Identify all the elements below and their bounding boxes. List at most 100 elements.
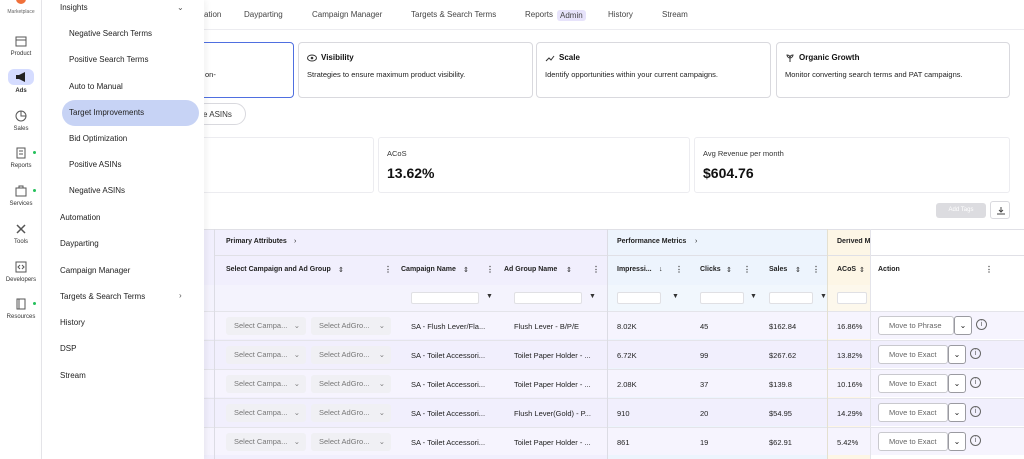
col-header-acos[interactable]: ACoS xyxy=(837,266,857,273)
table-row[interactable]: Select Campa... ⌄ Select AdGro... ⌄ SA - T… xyxy=(204,398,1024,426)
menu-campaign-manager[interactable]: Campaign Manager xyxy=(60,266,131,275)
rail-item-resources[interactable]: Resources xyxy=(0,297,42,331)
action-dropdown-button[interactable]: ⌄ xyxy=(948,432,966,451)
filter-icon[interactable]: ▼ xyxy=(750,293,757,300)
group-derived[interactable]: Derived M xyxy=(827,229,870,255)
nav-reports[interactable]: Reports xyxy=(525,10,554,19)
table-row[interactable]: Select Campa... ⌄ Select AdGro... ⌄ SA - T… xyxy=(204,369,1024,397)
info-icon[interactable]: i xyxy=(976,319,987,330)
select-campaign-dropdown[interactable]: Select Campa... ⌄ xyxy=(226,317,306,335)
filter-sales[interactable] xyxy=(769,292,813,304)
nav-targets[interactable]: Targets & Search Terms xyxy=(411,10,497,19)
menu-dayparting[interactable]: Dayparting xyxy=(60,239,99,248)
action-dropdown-button[interactable]: ⌄ xyxy=(948,403,966,422)
col-header-clicks[interactable]: Clicks xyxy=(700,266,721,273)
sort-icon[interactable]: ⇕ xyxy=(566,267,572,274)
column-menu-icon[interactable]: ⋮ xyxy=(812,265,820,274)
nav-automation[interactable]: ation xyxy=(204,10,222,19)
col-header-sales[interactable]: Sales xyxy=(769,266,788,273)
column-menu-icon[interactable]: ⋮ xyxy=(985,265,993,274)
filter-acos[interactable] xyxy=(837,292,867,304)
column-menu-icon[interactable]: ⋮ xyxy=(675,265,683,274)
menu-target-improvements[interactable]: Target Improvements xyxy=(69,108,145,117)
table-row[interactable]: Select Campa... ⌄ Select AdGro... ⌄ SA - T… xyxy=(204,340,1024,368)
card-scale[interactable]: Scale Identify opportunities within your… xyxy=(536,42,771,98)
menu-stream[interactable]: Stream xyxy=(60,371,86,380)
menu-history[interactable]: History xyxy=(60,318,85,327)
nav-campaign-manager[interactable]: Campaign Manager xyxy=(312,10,383,19)
table-row[interactable]: Select Campa... ⌄ Select AdGro... ⌄ SA - T… xyxy=(204,427,1024,455)
nav-dayparting[interactable]: Dayparting xyxy=(244,10,283,19)
rail-item-tools[interactable]: Tools xyxy=(0,222,42,256)
select-adgroup-dropdown[interactable]: Select AdGro... ⌄ xyxy=(311,317,391,335)
col-header-select[interactable]: Select Campaign and Ad Group xyxy=(226,266,331,273)
filter-adgroup-name[interactable] xyxy=(514,292,582,304)
select-campaign-dropdown[interactable]: Select Campa... ⌄ xyxy=(226,375,306,393)
rail-item-services[interactable]: Services xyxy=(0,184,42,218)
menu-dsp[interactable]: DSP xyxy=(60,344,77,353)
menu-negative-asins[interactable]: Negative ASINs xyxy=(69,186,126,195)
chevron-right-icon[interactable]: › xyxy=(179,291,182,300)
info-icon[interactable]: i xyxy=(970,348,981,359)
rail-item-sales[interactable]: Sales xyxy=(0,109,42,143)
action-button[interactable]: Move to Exact xyxy=(878,432,948,451)
col-header-adgroup-name[interactable]: Ad Group Name xyxy=(504,266,558,273)
chevron-down-icon[interactable]: ⌄ xyxy=(177,3,184,12)
action-button[interactable]: Move to Phrase xyxy=(878,316,954,335)
nav-history[interactable]: History xyxy=(608,10,633,19)
card-visibility[interactable]: Visibility Strategies to ensure maximum … xyxy=(298,42,533,98)
action-button[interactable]: Move to Exact xyxy=(878,345,948,364)
menu-negative-search-terms[interactable]: Negative Search Terms xyxy=(69,29,152,38)
menu-positive-asins[interactable]: Positive ASINs xyxy=(69,160,122,169)
column-menu-icon[interactable]: ⋮ xyxy=(743,265,751,274)
column-menu-icon[interactable]: ⋮ xyxy=(384,265,392,274)
select-campaign-dropdown[interactable]: Select Campa... ⌄ xyxy=(226,404,306,422)
action-dropdown-button[interactable]: ⌄ xyxy=(948,374,966,393)
select-adgroup-dropdown[interactable]: Select AdGro... ⌄ xyxy=(311,404,391,422)
filter-icon[interactable]: ▼ xyxy=(589,293,596,300)
menu-automation[interactable]: Automation xyxy=(60,213,101,222)
column-menu-icon[interactable]: ⋮ xyxy=(592,265,600,274)
menu-targets-search-terms[interactable]: Targets & Search Terms xyxy=(60,292,146,301)
rail-item-reports[interactable]: Reports xyxy=(0,146,42,180)
filter-icon[interactable]: ▼ xyxy=(672,293,679,300)
sort-icon[interactable]: ⇕ xyxy=(859,267,865,274)
sort-icon[interactable]: ⇕ xyxy=(463,267,469,274)
col-header-campaign-name[interactable]: Campaign Name xyxy=(401,266,456,273)
rail-item-ads[interactable]: Ads xyxy=(0,69,42,103)
sort-icon[interactable]: ⇕ xyxy=(795,267,801,274)
sort-icon[interactable]: ⇕ xyxy=(726,267,732,274)
action-button[interactable]: Move to Exact xyxy=(878,374,948,393)
filter-icon[interactable]: ▼ xyxy=(820,293,827,300)
filter-icon[interactable]: ▼ xyxy=(486,293,493,300)
sort-icon[interactable]: ⇕ xyxy=(338,267,344,274)
select-adgroup-dropdown[interactable]: Select AdGro... ⌄ xyxy=(311,433,391,451)
rail-item-developers[interactable]: Developers xyxy=(0,260,42,294)
menu-positive-search-terms[interactable]: Positive Search Terms xyxy=(69,55,149,64)
menu-auto-to-manual[interactable]: Auto to Manual xyxy=(69,82,123,91)
card-organic-growth[interactable]: Organic Growth Monitor converting search… xyxy=(776,42,1010,98)
select-campaign-dropdown[interactable]: Select Campa... ⌄ xyxy=(226,346,306,364)
select-adgroup-dropdown[interactable]: Select AdGro... ⌄ xyxy=(311,375,391,393)
add-tags-button[interactable]: Add Tags xyxy=(936,203,986,218)
info-icon[interactable]: i xyxy=(970,406,981,417)
group-performance[interactable]: Performance Metrics › xyxy=(607,229,827,255)
rail-item-product[interactable]: Product xyxy=(0,34,42,68)
filter-clicks[interactable] xyxy=(700,292,744,304)
table-row[interactable]: Select Campa... ⌄ Select AdGro... ⌄ SA - F… xyxy=(204,311,1024,339)
select-adgroup-dropdown[interactable]: Select AdGro... ⌄ xyxy=(311,346,391,364)
info-icon[interactable]: i xyxy=(970,377,981,388)
download-button[interactable] xyxy=(990,201,1010,219)
action-button[interactable]: Move to Exact xyxy=(878,403,948,422)
info-icon[interactable]: i xyxy=(970,435,981,446)
tab-pill-asins[interactable]: e ASINs xyxy=(194,103,246,125)
menu-bid-optimization[interactable]: Bid Optimization xyxy=(69,134,128,143)
nav-stream[interactable]: Stream xyxy=(662,10,688,19)
column-menu-icon[interactable]: ⋮ xyxy=(486,265,494,274)
group-primary[interactable]: Primary Attributes › xyxy=(214,229,607,255)
sort-desc-icon[interactable]: ↓ xyxy=(659,266,663,273)
action-dropdown-button[interactable]: ⌄ xyxy=(954,316,972,335)
menu-insights[interactable]: Insights xyxy=(60,3,88,12)
filter-impressions[interactable] xyxy=(617,292,661,304)
filter-campaign-name[interactable] xyxy=(411,292,479,304)
